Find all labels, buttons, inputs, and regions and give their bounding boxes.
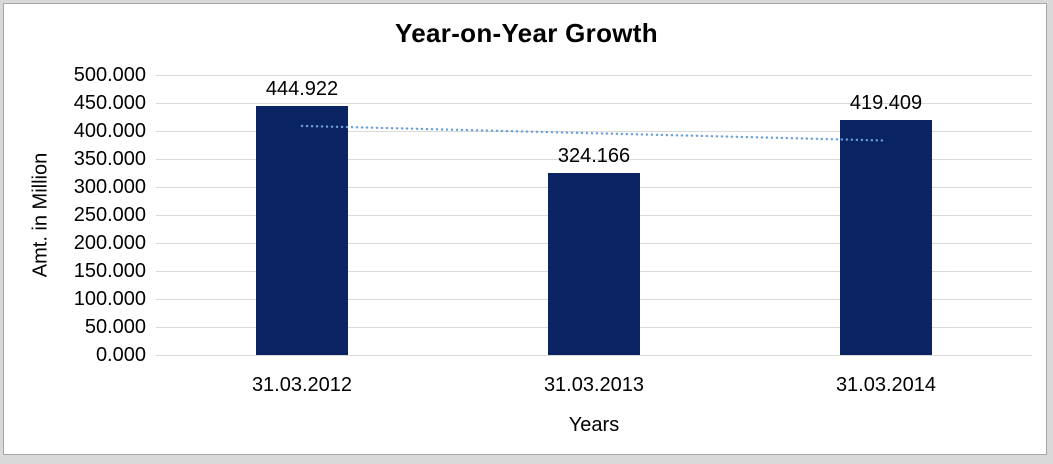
x-axis-title: Years	[568, 414, 620, 436]
y-tick-label: 450.000	[73, 92, 146, 114]
bar	[548, 173, 640, 355]
y-tick-label: 250.000	[73, 204, 146, 226]
gridline	[156, 102, 1032, 104]
y-tick-label: 350.000	[73, 148, 146, 170]
chart-title: Year-on-Year Growth	[395, 18, 658, 48]
y-tick-label: 50.000	[84, 316, 146, 338]
gridline	[156, 74, 1032, 76]
y-tick-label: 500.000	[73, 64, 146, 86]
x-category-label: 31.03.2012	[251, 374, 353, 396]
x-category-label: 31.03.2013	[543, 374, 645, 396]
y-tick-label: 100.000	[73, 288, 146, 310]
gridline	[156, 158, 1032, 160]
bar-value-label: 324.166	[557, 145, 631, 168]
gridline	[156, 354, 1032, 356]
bar-value-label: 419.409	[849, 92, 923, 115]
bar-value-label: 444.922	[265, 77, 339, 100]
y-tick-label: 400.000	[73, 120, 146, 142]
y-tick-label: 300.000	[73, 176, 146, 198]
x-category-label: 31.03.2014	[835, 374, 937, 396]
y-axis-title: Amt. in Million	[29, 152, 52, 278]
y-tick-label: 0.000	[95, 344, 146, 366]
y-tick-label: 150.000	[73, 260, 146, 282]
bar	[256, 105, 348, 355]
bar	[840, 120, 932, 355]
y-tick-label: 200.000	[73, 232, 146, 254]
